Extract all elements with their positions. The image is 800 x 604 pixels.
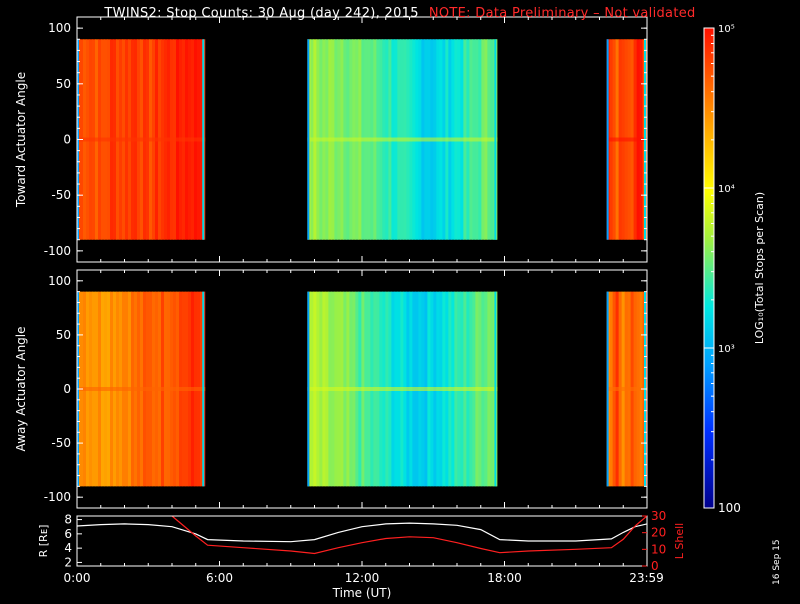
colorbar-tick-label: 10⁵ [718,24,735,35]
y-axis-label: Away Actuator Angle [14,326,28,451]
y-tick-label: 100 [48,21,71,35]
orbit-right-tick-label: 0 [651,559,659,573]
x-axis-label: Time (UT) [332,586,392,600]
colorbar-label: LOG₁₀(Total Stops per Scan) [753,192,766,344]
colorbar-gradient [703,27,715,509]
orbit-right-tick-label: 30 [651,509,666,523]
y-tick-label: 50 [56,77,71,91]
note-text: NOTE: Data Preliminary – Not validated [428,6,696,21]
y-tick-label: 50 [56,328,71,342]
x-tick-label: 23:59 [629,571,664,585]
lshell-series-line [171,516,647,555]
heatmap-segment [307,291,498,487]
colorbar-tick-label: 10⁴ [718,184,735,195]
segment-edge [307,39,310,240]
y-tick-label: -100 [44,490,71,504]
colorbar-tick-label: 10³ [718,344,735,355]
heatmap-segment [77,39,206,240]
orbit-layer [77,516,647,555]
heatmap-segment [606,39,647,240]
y-tick-label: -100 [44,244,71,258]
segment-edge [202,291,205,487]
y-tick-label: 100 [48,274,71,288]
heatmap-segment [606,291,647,487]
zero-angle-band [77,137,206,142]
segment-edge [202,39,205,240]
datestamp: 16 Sep 15 [772,539,782,585]
plot-title: TWINS2: Stop Counts: 30 Aug (day 242), 2… [0,6,800,21]
y-tick-label: -50 [51,188,71,202]
segment-edge [494,39,497,240]
zero-angle-band [606,387,647,391]
x-tick-label: 0:00 [64,571,91,585]
colorbar-layer: 10⁵ 10⁴ 10³ 100 LOG₁₀(Total Stops per Scan) [703,24,766,515]
colorbar-tick-label: 100 [718,501,741,515]
orbit-left-tick-label: 2 [64,555,72,569]
y-tick-label: -50 [51,436,71,450]
segment-edge [494,291,497,487]
segment-edge [606,291,609,487]
y-tick-label: 0 [63,133,71,147]
segment-edge [307,291,310,487]
zero-angle-band [77,387,206,391]
orbit-left-axis-label: R [Rᴇ] [37,525,50,558]
r-series-line [77,522,647,543]
title-text: TWINS2: Stop Counts: 30 Aug (day 242), 2… [104,6,419,21]
orbit-left-tick-label: 4 [64,541,72,555]
orbit-left-tick-label: 8 [64,513,72,527]
heatmap-segment [77,291,206,487]
heatmap-segment [307,39,498,240]
segment-edge [606,39,609,240]
orbit-left-tick-label: 6 [64,527,72,541]
x-tick-label: 18:00 [487,571,522,585]
orbit-right-axis-label: L Shell [673,523,686,559]
zero-angle-band [307,137,498,142]
orbit-right-tick-label: 10 [651,542,666,556]
orbit-right-tick-label: 20 [651,526,666,540]
zero-angle-band [606,137,647,142]
y-axis-label: Toward Actuator Angle [14,72,28,208]
zero-angle-band [307,387,498,391]
x-tick-label: 12:00 [345,571,380,585]
x-tick-label: 6:00 [206,571,233,585]
y-tick-label: 0 [63,382,71,396]
heatmap-layer [77,39,647,487]
